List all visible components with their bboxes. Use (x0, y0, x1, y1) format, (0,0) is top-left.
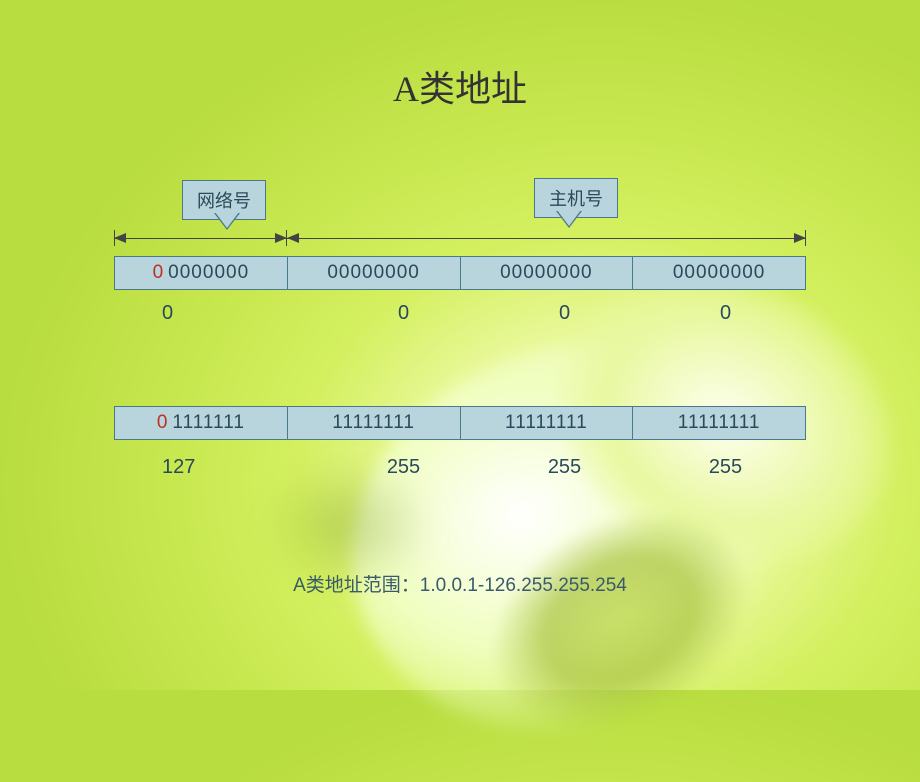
octet-bits: 00000000 (327, 262, 420, 284)
octet-cell: 11111111 (633, 406, 806, 440)
min-decimal-row: 0 0 0 0 (114, 302, 806, 325)
decimal-value: 255 (484, 456, 645, 479)
octet-cell: 00000000 (633, 256, 806, 290)
page-title: A类地址 (0, 0, 920, 112)
network-callout-tail-fill (215, 212, 239, 228)
host-bracket-arrow-left (287, 233, 299, 243)
decimal-value: 0 (114, 302, 323, 325)
leading-bit: 0 (153, 262, 165, 284)
decimal-value: 255 (323, 456, 484, 479)
min-binary-row: 00000000 00000000 00000000 00000000 (114, 256, 806, 290)
net-bracket-arrow-left (114, 233, 126, 243)
decimal-value: 0 (645, 302, 806, 325)
host-callout-tail-fill (557, 210, 581, 226)
octet-bits: 11111111 (332, 412, 415, 434)
octet-bits: 11111111 (505, 412, 588, 434)
net-bracket-line (114, 238, 287, 239)
octet-cell: 11111111 (288, 406, 461, 440)
octet-cell: 01111111 (114, 406, 288, 440)
address-range-text: A类地址范围：1.0.0.1-126.255.255.254 (0, 570, 920, 597)
max-binary-row: 01111111 11111111 11111111 11111111 (114, 406, 806, 440)
decimal-value: 255 (645, 456, 806, 479)
octet-bits: 11111111 (678, 412, 761, 434)
octet-bits: 00000000 (500, 262, 593, 284)
octet-bits: 1111111 (172, 412, 245, 434)
host-bracket-tick (805, 230, 806, 246)
octet-cell: 00000000 (288, 256, 461, 290)
octet-cell: 00000000 (461, 256, 634, 290)
octet-cell: 11111111 (461, 406, 634, 440)
max-decimal-row: 127 255 255 255 (114, 456, 806, 479)
octet-cell: 00000000 (114, 256, 288, 290)
octet-bits: 00000000 (673, 262, 766, 284)
decimal-value: 127 (114, 456, 323, 479)
leading-bit: 0 (157, 412, 169, 434)
host-bracket-line (287, 238, 806, 239)
octet-bits: 0000000 (168, 262, 249, 284)
decimal-value: 0 (484, 302, 645, 325)
decimal-value: 0 (323, 302, 484, 325)
